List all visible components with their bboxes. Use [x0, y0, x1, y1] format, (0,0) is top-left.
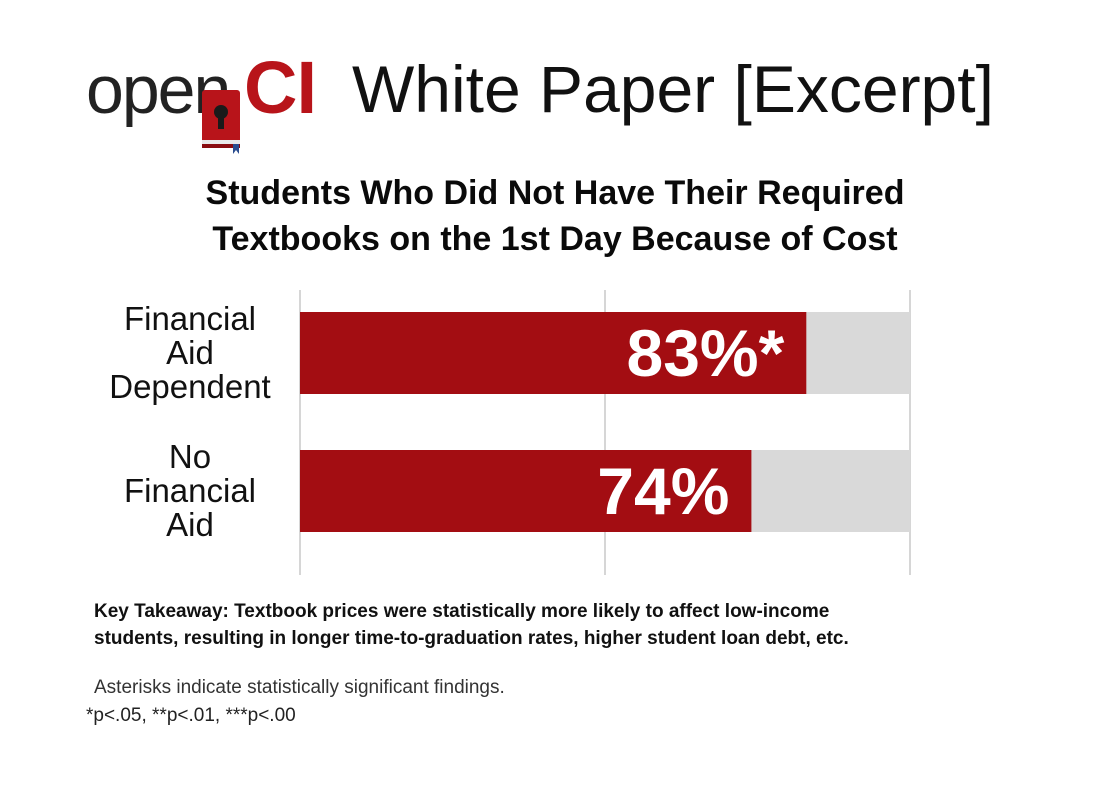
category-label-1-line-2: Aid: [166, 506, 214, 543]
book-lock-icon: [202, 90, 240, 154]
footnote-line-1: Asterisks indicate statistically signifi…: [94, 677, 505, 698]
logo-text-ci: CI: [244, 46, 317, 129]
category-label-1-line-1: Financial: [124, 472, 256, 509]
key-takeaway-line-2: students, resulting in longer time-to-gr…: [94, 628, 849, 649]
category-label-1-line-0: No: [169, 438, 211, 475]
bar-value-label-0: 83%*: [627, 316, 785, 390]
page-title: White Paper [Excerpt]: [352, 52, 994, 126]
chart-title-line-1: Students Who Did Not Have Their Required: [205, 174, 905, 212]
bar-chart: 83%*FinancialAidDependent74%NoFinancialA…: [109, 290, 911, 575]
key-takeaway: Key Takeaway: Textbook prices were stati…: [94, 598, 1034, 652]
chart-title-line-2: Textbooks on the 1st Day Because of Cost: [212, 220, 898, 258]
category-label-0-line-0: Financial: [124, 300, 256, 337]
header: open CI White Paper [Excerpt]: [0, 0, 1110, 160]
key-takeaway-line-1: Key Takeaway: Textbook prices were stati…: [94, 601, 830, 622]
footnote-line-2: *p<.05, **p<.01, ***p<.00: [86, 705, 296, 726]
footnote: Asterisks indicate statistically signifi…: [86, 674, 505, 730]
bar-1: [300, 450, 752, 532]
chart-title: Students Who Did Not Have Their Required…: [0, 170, 1110, 262]
bar-0: [300, 312, 807, 394]
category-label-0-line-2: Dependent: [109, 368, 270, 405]
opencl-logo: open CI: [86, 44, 336, 164]
category-label-0-line-1: Aid: [166, 334, 214, 371]
bar-value-label-1: 74%: [597, 454, 729, 528]
